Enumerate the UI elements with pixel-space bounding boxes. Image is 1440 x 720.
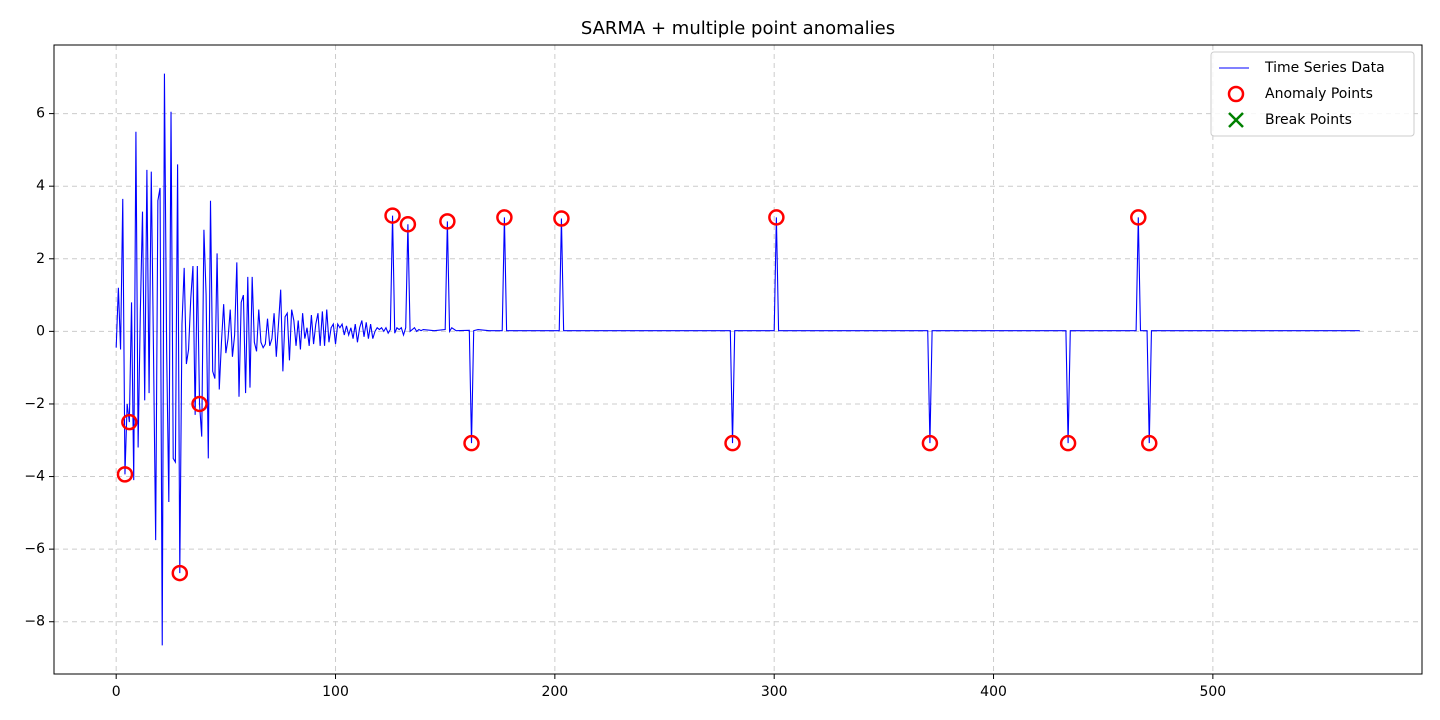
legend-label: Anomaly Points	[1265, 86, 1373, 102]
anomaly-point	[496, 209, 513, 226]
legend-box	[1210, 51, 1415, 137]
legend-marker	[1228, 112, 1244, 128]
x-tick-label: 300	[761, 684, 788, 700]
legend-label: Time Series Data	[1264, 60, 1385, 76]
anomaly-point	[121, 413, 138, 431]
x-tick-label: 0	[112, 684, 121, 700]
anomaly-point	[384, 207, 401, 224]
anomaly-point	[1141, 434, 1158, 452]
anomaly-point	[768, 209, 785, 226]
y-tick-label: 0	[36, 323, 45, 339]
anomaly-point	[724, 434, 741, 452]
chart-title: SARMA + multiple point anomalies	[581, 18, 895, 39]
y-tick-label: −6	[24, 541, 45, 557]
y-tick-label: 6	[36, 106, 45, 122]
anomaly-point	[463, 434, 480, 452]
plot-frame	[53, 44, 1423, 675]
anomaly-point	[191, 395, 208, 413]
y-tick-label: 4	[36, 178, 45, 194]
anomaly-point	[439, 213, 456, 230]
anomaly-point	[116, 466, 134, 483]
y-tick-label: 2	[36, 251, 45, 267]
anomaly-point	[171, 564, 189, 582]
anomaly-point	[1059, 434, 1077, 452]
x-tick-label: 500	[1199, 684, 1226, 700]
y-tick-label: −8	[24, 614, 45, 630]
anomaly-point	[399, 216, 417, 233]
x-tick-label: 400	[980, 684, 1007, 700]
anomaly-point	[553, 210, 570, 227]
y-tick-label: −2	[24, 396, 45, 412]
anomaly-point	[1130, 209, 1147, 226]
legend-label: Break Points	[1265, 112, 1352, 128]
anomaly-point	[921, 434, 939, 452]
x-tick-label: 100	[322, 684, 349, 700]
x-tick-label: 200	[541, 684, 568, 700]
y-tick-label: −4	[24, 469, 45, 485]
data-line	[115, 73, 1360, 646]
legend-marker	[1227, 85, 1245, 103]
